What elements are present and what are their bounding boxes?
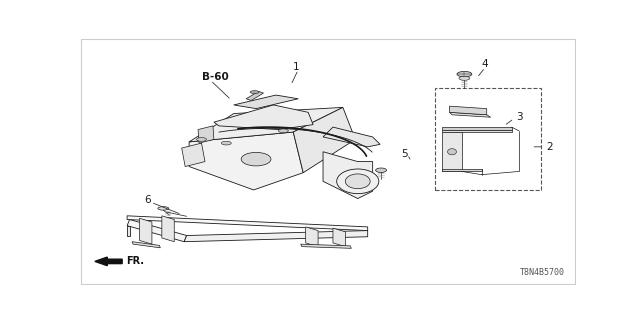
- Ellipse shape: [204, 137, 293, 177]
- Polygon shape: [301, 244, 351, 248]
- Polygon shape: [184, 231, 367, 242]
- Text: 3: 3: [516, 112, 523, 122]
- Text: 6: 6: [145, 195, 151, 205]
- Text: FR.: FR.: [125, 256, 143, 266]
- Ellipse shape: [221, 141, 231, 145]
- Text: 1: 1: [293, 62, 300, 72]
- Ellipse shape: [216, 142, 281, 171]
- Polygon shape: [323, 152, 372, 198]
- Ellipse shape: [447, 149, 456, 155]
- Polygon shape: [323, 127, 380, 147]
- Polygon shape: [442, 130, 511, 132]
- Ellipse shape: [457, 71, 472, 77]
- Text: 5: 5: [401, 149, 408, 159]
- Polygon shape: [333, 228, 346, 247]
- Polygon shape: [132, 242, 161, 248]
- Polygon shape: [127, 216, 367, 231]
- Polygon shape: [189, 108, 343, 142]
- Ellipse shape: [158, 207, 169, 210]
- Polygon shape: [127, 226, 129, 236]
- Ellipse shape: [346, 174, 370, 189]
- Polygon shape: [198, 126, 214, 143]
- Ellipse shape: [278, 129, 288, 133]
- Ellipse shape: [459, 76, 470, 80]
- Polygon shape: [246, 92, 264, 100]
- Ellipse shape: [337, 169, 379, 194]
- Polygon shape: [306, 227, 318, 247]
- Polygon shape: [214, 105, 313, 130]
- Ellipse shape: [196, 138, 207, 141]
- Polygon shape: [162, 216, 174, 242]
- FancyArrow shape: [95, 257, 122, 266]
- Polygon shape: [182, 143, 205, 166]
- Polygon shape: [127, 220, 187, 242]
- Polygon shape: [442, 132, 462, 172]
- Text: T8N4B5700: T8N4B5700: [520, 268, 565, 277]
- Ellipse shape: [250, 91, 259, 93]
- Polygon shape: [140, 218, 152, 244]
- Text: 4: 4: [482, 59, 488, 69]
- Polygon shape: [442, 127, 511, 130]
- Polygon shape: [449, 112, 491, 117]
- Polygon shape: [293, 108, 355, 173]
- Polygon shape: [449, 106, 486, 115]
- Polygon shape: [234, 95, 298, 108]
- Polygon shape: [189, 132, 303, 190]
- Ellipse shape: [241, 152, 271, 166]
- Ellipse shape: [376, 168, 387, 172]
- Polygon shape: [442, 169, 482, 172]
- Text: B-60: B-60: [202, 72, 228, 82]
- Bar: [435, 88, 541, 190]
- Text: 2: 2: [547, 142, 553, 152]
